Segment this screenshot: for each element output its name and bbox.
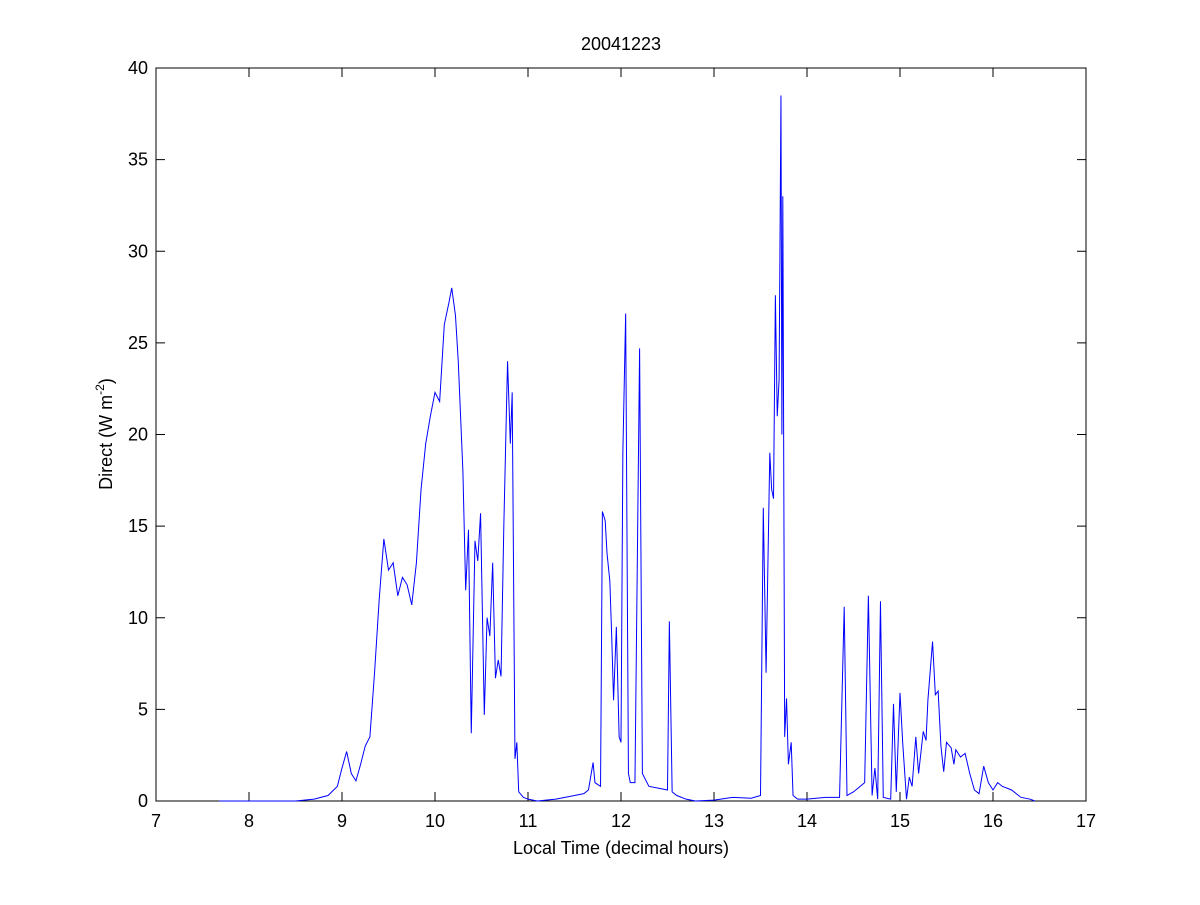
y-tick-label: 5 <box>138 699 148 719</box>
x-tick-label: 10 <box>425 811 445 831</box>
y-tick-label: 10 <box>128 608 148 628</box>
y-tick-label: 20 <box>128 425 148 445</box>
y-tick-label: 40 <box>128 58 148 78</box>
data-line <box>219 95 1036 802</box>
y-label-superscript: -2 <box>93 384 107 395</box>
x-tick-label: 7 <box>151 811 161 831</box>
y-tick-label: 25 <box>128 333 148 353</box>
x-tick-label: 17 <box>1076 811 1096 831</box>
y-tick-label: 35 <box>128 150 148 170</box>
y-tick-label: 0 <box>138 791 148 811</box>
y-tick-label: 15 <box>128 516 148 536</box>
y-label-suffix: ) <box>96 378 116 384</box>
x-tick-label: 8 <box>244 811 254 831</box>
y-tick-label: 30 <box>128 241 148 261</box>
x-axis-label: Local Time (decimal hours) <box>513 838 729 858</box>
x-tick-label: 16 <box>983 811 1003 831</box>
x-tick-label: 9 <box>337 811 347 831</box>
x-tick-label: 14 <box>797 811 817 831</box>
x-tick-label: 12 <box>611 811 631 831</box>
x-tick-label: 11 <box>519 811 538 831</box>
x-tick-label: 15 <box>890 811 910 831</box>
y-label-text: Direct (W m <box>96 395 116 490</box>
y-axis-label: Direct (W m-2) <box>93 378 116 490</box>
x-tick-label: 13 <box>704 811 724 831</box>
chart-title: 20041223 <box>581 34 661 54</box>
